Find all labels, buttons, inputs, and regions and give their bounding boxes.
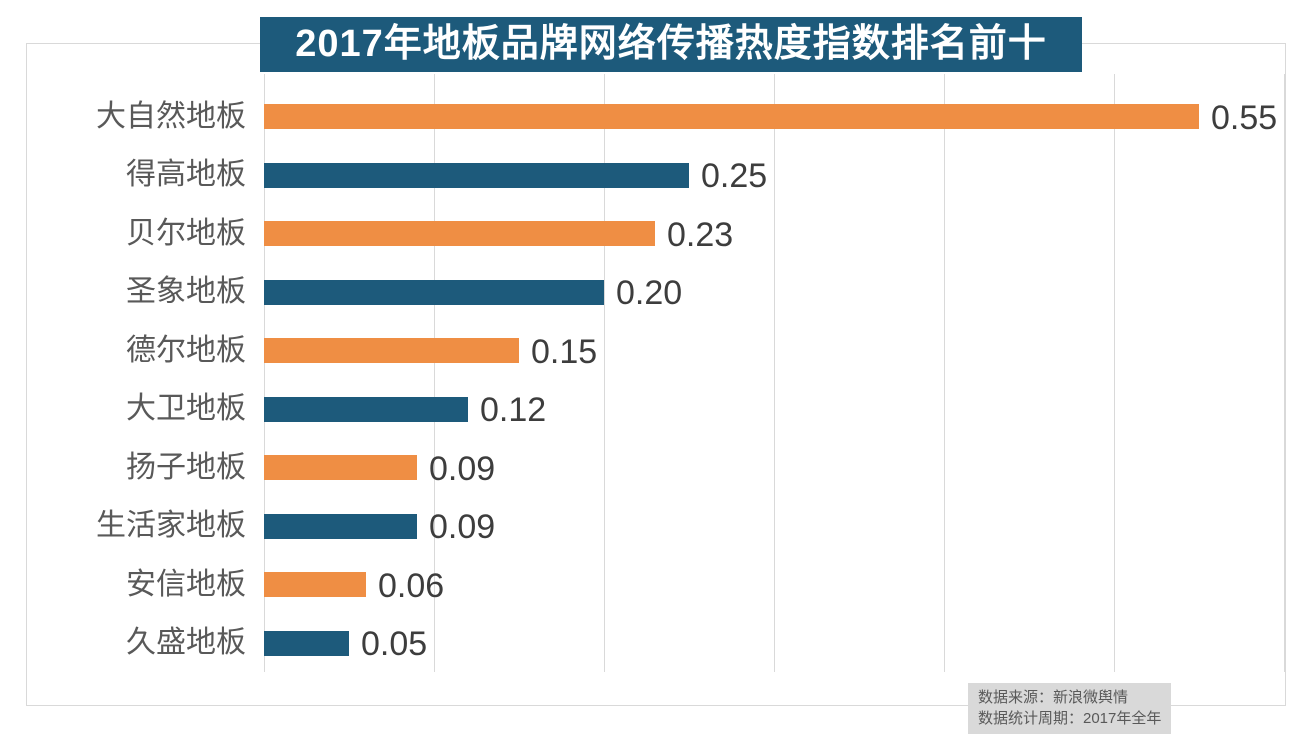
category-label: 生活家地板 (96, 509, 246, 542)
category-label: 贝尔地板 (126, 216, 246, 250)
category-label: 安信地板 (126, 567, 246, 601)
bar (264, 338, 519, 363)
gridline (944, 74, 945, 672)
gridline (604, 74, 605, 672)
value-label: 0.06 (378, 566, 445, 605)
bar (264, 104, 1199, 129)
gridline (264, 74, 265, 672)
gridline (774, 74, 775, 672)
gridline (1284, 74, 1285, 672)
value-label: 0.09 (429, 449, 496, 488)
source-line: 数据来源：新浪微舆情 (978, 689, 1129, 706)
value-label: 0.20 (616, 274, 683, 312)
bar (264, 455, 417, 480)
bar (264, 630, 349, 656)
category-label: 大自然地板 (96, 99, 246, 133)
bar (264, 396, 468, 422)
bar (264, 162, 689, 188)
category-label: 大卫地板 (126, 392, 246, 425)
chart-title: 2017年地板品牌网络传播热度指数排名前十 (260, 17, 1082, 72)
bar (264, 572, 366, 597)
source-note: 数据来源：新浪微舆情 数据统计周期：2017年全年 (968, 683, 1172, 734)
category-label: 久盛地板 (126, 626, 246, 659)
value-label: 0.12 (480, 391, 547, 429)
value-label: 0.05 (361, 625, 428, 663)
period-line: 数据统计周期：2017年全年 (978, 710, 1162, 727)
bar (264, 221, 655, 246)
gridline (1114, 74, 1115, 672)
chart-border (26, 43, 1286, 706)
gridline (434, 74, 435, 672)
value-label: 0.55 (1211, 98, 1278, 137)
bar (264, 513, 417, 539)
category-label: 圣象地板 (126, 275, 246, 308)
value-label: 0.15 (531, 332, 598, 371)
value-label: 0.09 (429, 508, 496, 546)
value-label: 0.23 (667, 215, 734, 254)
category-label: 扬子地板 (126, 450, 246, 484)
value-label: 0.25 (701, 157, 768, 195)
bar (264, 279, 604, 305)
category-label: 德尔地板 (126, 333, 246, 367)
category-label: 得高地板 (126, 158, 246, 191)
